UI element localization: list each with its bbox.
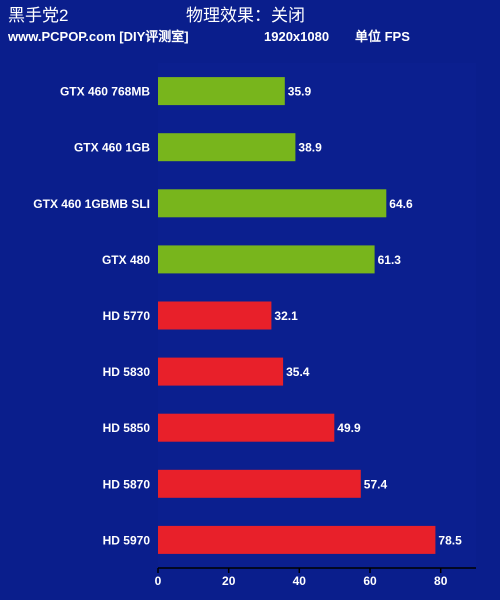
- category-label: HD 5850: [103, 421, 151, 435]
- bar-nvidia: [158, 189, 387, 218]
- value-label: 78.5: [438, 533, 462, 547]
- x-tick-label: 0: [155, 574, 162, 588]
- value-label: 32.1: [274, 309, 298, 323]
- x-tick-label: 40: [293, 574, 307, 588]
- value-label: 35.9: [288, 85, 312, 99]
- category-label: HD 5970: [103, 533, 151, 547]
- bar-layer: [158, 77, 436, 554]
- bar-amd: [158, 301, 272, 330]
- value-label: 64.6: [389, 197, 413, 211]
- physics-setting: 物理效果：关闭: [186, 6, 305, 25]
- category-label: HD 5870: [103, 477, 151, 491]
- resolution-label: 1920x1080: [264, 29, 329, 44]
- x-tick-label: 80: [434, 574, 448, 588]
- value-label: 49.9: [337, 421, 361, 435]
- value-label: 61.3: [378, 253, 402, 267]
- bar-amd: [158, 413, 335, 442]
- bar-nvidia: [158, 245, 375, 274]
- unit-label: 单位 FPS: [355, 29, 410, 44]
- bar-amd: [158, 525, 436, 554]
- bar-nvidia: [158, 77, 285, 106]
- value-label: 57.4: [364, 477, 388, 491]
- value-label: 35.4: [286, 365, 310, 379]
- bar-amd: [158, 469, 361, 498]
- site-label: www.PCPOP.com [DIY评测室]: [7, 29, 189, 44]
- category-label: GTX 480: [102, 253, 150, 267]
- x-tick-layer: 0 20 40 60 80: [155, 568, 448, 588]
- value-label: 38.9: [298, 141, 322, 155]
- bar-amd: [158, 357, 284, 386]
- game-title: 黑手党2: [8, 6, 68, 25]
- category-label: HD 5830: [103, 365, 151, 379]
- x-tick-label: 20: [222, 574, 236, 588]
- category-label: HD 5770: [103, 309, 151, 323]
- category-label: GTX 460 768MB: [60, 85, 150, 99]
- x-tick-label: 60: [363, 574, 377, 588]
- category-label: GTX 460 1GBMB SLI: [33, 197, 150, 211]
- bar-nvidia: [158, 133, 296, 162]
- category-label-layer: GTX 460 768MB GTX 460 1GB GTX 460 1GBMB SL…: [33, 85, 150, 548]
- category-label: GTX 460 1GB: [74, 141, 150, 155]
- value-label-layer: 35.9 38.9 64.6 61.3 32.1 35.4 49.9 57.4 78.5: [274, 85, 462, 548]
